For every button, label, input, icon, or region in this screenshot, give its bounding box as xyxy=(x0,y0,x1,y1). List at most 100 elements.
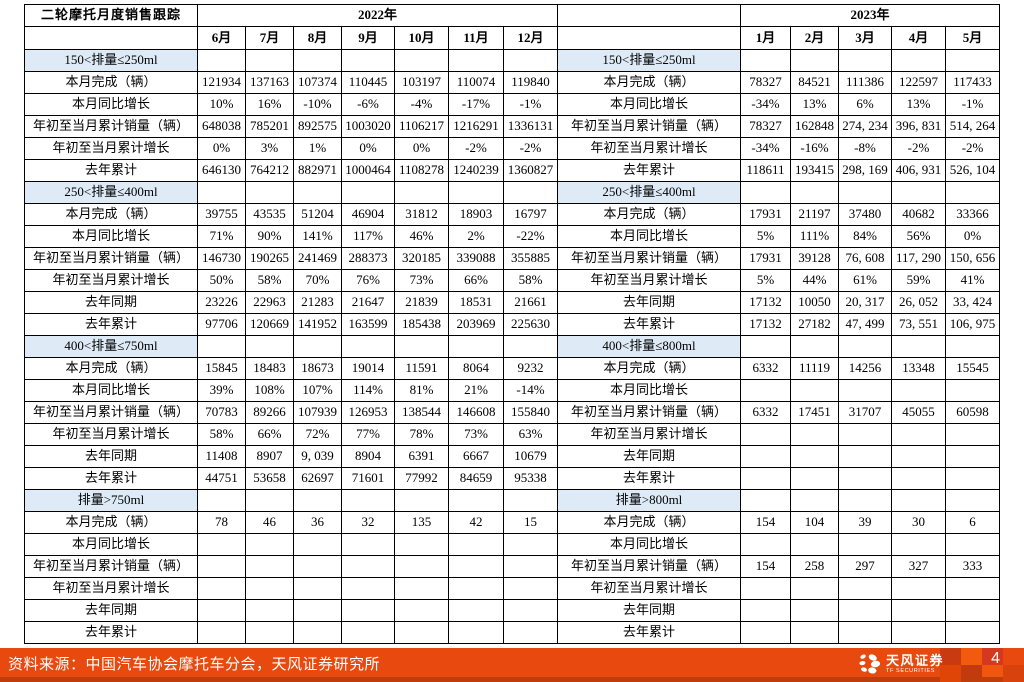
value-cell-2022: 16% xyxy=(245,93,294,116)
value-cell-2022: 785201 xyxy=(245,115,294,138)
value-cell-2023: 73, 551 xyxy=(891,313,947,336)
row-label: 本月完成（辆） xyxy=(24,357,198,380)
month-header-2022: 8月 xyxy=(293,26,342,50)
value-cell-2022: 23226 xyxy=(197,291,246,314)
value-cell-2022: 36 xyxy=(293,511,342,534)
month-header-2022: 11月 xyxy=(448,26,504,50)
row-label: 本月完成（辆） xyxy=(24,511,198,534)
row-label: 去年同期 xyxy=(24,291,198,314)
value-cell-2023 xyxy=(790,379,840,402)
empty-cell xyxy=(740,489,792,512)
value-cell-2023 xyxy=(891,577,947,600)
row-label: 去年同期 xyxy=(557,291,742,314)
value-cell-2022: 18903 xyxy=(448,203,504,226)
value-cell-2023: 154 xyxy=(740,555,792,578)
value-cell-2022: 241469 xyxy=(293,247,342,270)
value-cell-2023: 84% xyxy=(838,225,893,248)
value-cell-2022: 58% xyxy=(245,269,294,292)
empty-cell xyxy=(197,489,246,512)
value-cell-2022 xyxy=(394,577,449,600)
row-label: 年初至当月累计销量（辆） xyxy=(557,401,742,424)
value-cell-2023: 15545 xyxy=(945,357,1001,380)
value-cell-2022: 9232 xyxy=(502,357,559,380)
footer-dark-strip xyxy=(0,677,1024,682)
value-cell-2023: 111386 xyxy=(838,71,893,94)
value-cell-2023 xyxy=(945,621,1001,644)
value-cell-2022: 320185 xyxy=(394,247,449,270)
empty-cell xyxy=(891,181,947,204)
value-cell-2022: -4% xyxy=(394,93,449,116)
value-cell-2023 xyxy=(790,577,840,600)
empty-cell xyxy=(293,489,342,512)
value-cell-2022: 97706 xyxy=(197,313,246,336)
value-cell-2022: 892575 xyxy=(293,115,342,138)
month-header-2022: 6月 xyxy=(197,26,246,50)
value-cell-2023 xyxy=(740,577,792,600)
empty-cell xyxy=(838,335,893,358)
value-cell-2022: -6% xyxy=(341,93,395,116)
value-cell-2023 xyxy=(945,533,1001,556)
value-cell-2022: 648038 xyxy=(197,115,246,138)
footer-mosaic xyxy=(940,648,1024,682)
value-cell-2023: -34% xyxy=(740,137,792,160)
section-header-left: 250<排量≤400ml xyxy=(24,181,198,204)
value-cell-2022 xyxy=(448,577,504,600)
value-cell-2022: 163599 xyxy=(341,313,395,336)
empty-cell xyxy=(394,49,449,72)
value-cell-2022: 137163 xyxy=(245,71,294,94)
value-cell-2022: 225630 xyxy=(502,313,559,336)
value-cell-2022: -17% xyxy=(448,93,504,116)
row-label: 去年累计 xyxy=(24,313,198,336)
value-cell-2022: 70% xyxy=(293,269,342,292)
value-cell-2023: -8% xyxy=(838,137,893,160)
value-cell-2022: 135 xyxy=(394,511,449,534)
value-cell-2022 xyxy=(197,599,246,622)
year-2023-header: 2023年 xyxy=(740,4,1001,27)
empty-cell xyxy=(394,489,449,512)
value-cell-2023: 10050 xyxy=(790,291,840,314)
value-cell-2023: 30 xyxy=(891,511,947,534)
value-cell-2022 xyxy=(245,577,294,600)
value-cell-2023: 6332 xyxy=(740,357,792,380)
value-cell-2022: 15 xyxy=(502,511,559,534)
value-cell-2023: 17132 xyxy=(740,291,792,314)
month-header-2023: 3月 xyxy=(838,26,893,50)
value-cell-2023: 61% xyxy=(838,269,893,292)
value-cell-2022: 72% xyxy=(293,423,342,446)
value-cell-2022: 110074 xyxy=(448,71,504,94)
empty-cell xyxy=(245,181,294,204)
value-cell-2022: 21647 xyxy=(341,291,395,314)
row-label: 本月同比增长 xyxy=(557,225,742,248)
section-header-right: 150<排量≤250ml xyxy=(557,49,742,72)
value-cell-2022 xyxy=(341,533,395,556)
value-cell-2023 xyxy=(790,467,840,490)
section-header-right: 250<排量≤400ml xyxy=(557,181,742,204)
value-cell-2022: 107939 xyxy=(293,401,342,424)
value-cell-2022: 120669 xyxy=(245,313,294,336)
value-cell-2022: 10679 xyxy=(502,445,559,468)
value-cell-2022: 66% xyxy=(448,269,504,292)
value-cell-2022: 76% xyxy=(341,269,395,292)
value-cell-2023 xyxy=(891,599,947,622)
row-label: 本月完成（辆） xyxy=(557,357,742,380)
value-cell-2023: 13348 xyxy=(891,357,947,380)
mosaic-square xyxy=(1003,648,1024,665)
value-cell-2022 xyxy=(502,555,559,578)
row-label: 去年同期 xyxy=(557,445,742,468)
empty-cell xyxy=(945,181,1001,204)
value-cell-2022: 77992 xyxy=(394,467,449,490)
value-cell-2022: 119840 xyxy=(502,71,559,94)
value-cell-2023: -1% xyxy=(945,93,1001,116)
footer-bar: 资料来源：中国汽车协会摩托车分会，天风证券研究所 xyxy=(0,648,1024,682)
empty-cell xyxy=(891,335,947,358)
empty-cell xyxy=(502,489,559,512)
value-cell-2022 xyxy=(197,621,246,644)
empty-cell xyxy=(341,489,395,512)
value-cell-2022: 21283 xyxy=(293,291,342,314)
value-cell-2022 xyxy=(293,577,342,600)
value-cell-2023: 154 xyxy=(740,511,792,534)
value-cell-2023 xyxy=(740,533,792,556)
section-header-right: 400<排量≤800ml xyxy=(557,335,742,358)
row-label: 去年累计 xyxy=(557,621,742,644)
value-cell-2022: 0% xyxy=(341,137,395,160)
